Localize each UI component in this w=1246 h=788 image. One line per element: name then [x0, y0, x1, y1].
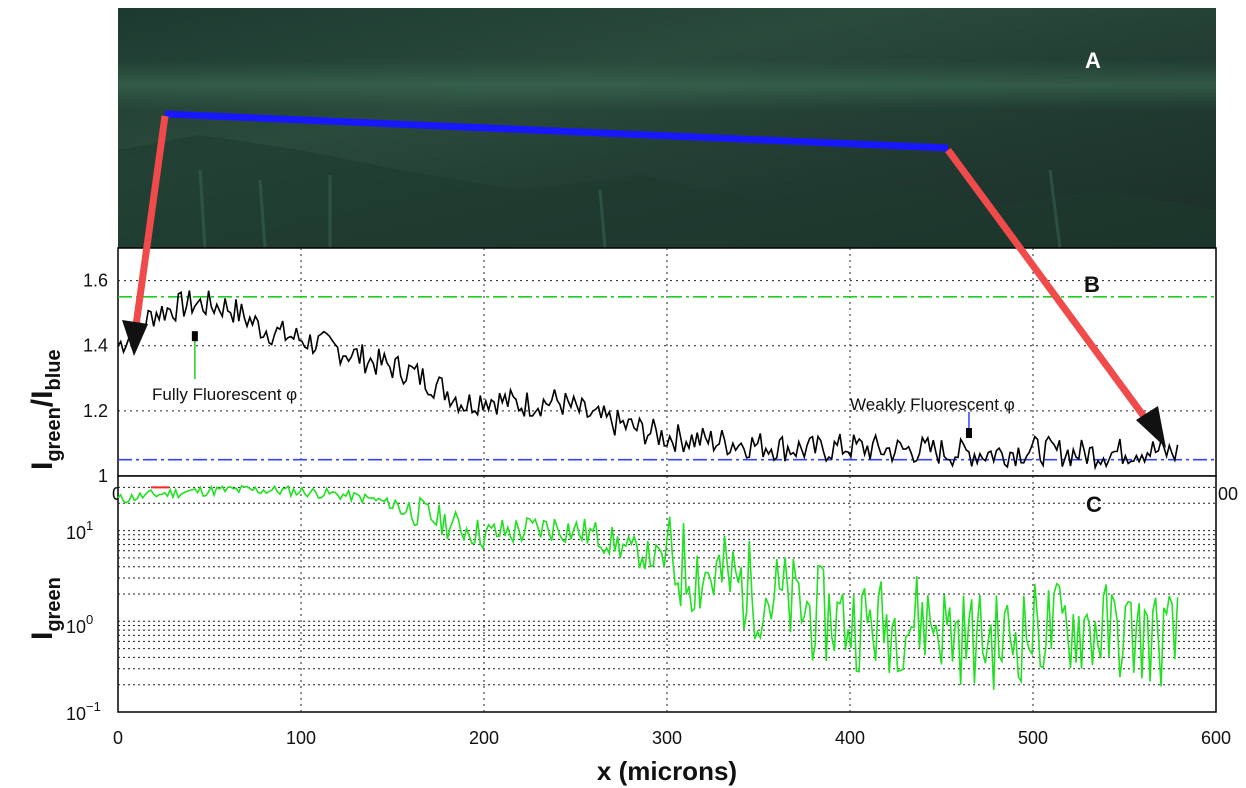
panel-b-xtick-last: 00 [1218, 484, 1238, 504]
panel-c-ylabel-main: I [26, 632, 59, 640]
panel-b-xtick-first: 0 [112, 484, 122, 504]
panel-c-y-ticks: 101 100 10−1 [66, 518, 101, 724]
panel-c-series-line [117, 484, 1179, 690]
annotation-fully-text: Fully Fluorescent φ [152, 385, 297, 404]
panel-c: 101 100 10−1 0 100 200 300 400 500 600 Igreen … [26, 475, 1231, 786]
panel-b-ytick: 1.6 [83, 271, 108, 291]
panel-b-ytick: 1.4 [83, 336, 108, 356]
right-arrow [945, 147, 1151, 425]
panel-c-xtick: 300 [652, 728, 682, 748]
panel-c-ytick-10e0: 100 [66, 612, 93, 637]
panel-b-label: B [1084, 272, 1100, 297]
panel-c-ytick-10e1: 101 [66, 518, 93, 543]
panel-b-ylabel-main: I [26, 462, 59, 470]
annotation-fully: Fully Fluorescent φ [152, 331, 297, 404]
panel-b-series-line [117, 290, 1179, 471]
micrograph-texture [198, 169, 1062, 249]
panel-c-xtick: 500 [1018, 728, 1048, 748]
panel-b-reference-lines [118, 296, 1216, 461]
panel-c-xtick: 100 [286, 728, 316, 748]
annotation-weakly-text: Weakly Fluorescent φ [850, 395, 1015, 414]
annotation-weakly: Weakly Fluorescent φ [850, 395, 1015, 438]
annotation-fully-marker [191, 331, 198, 342]
panel-a-label: A [1085, 48, 1101, 73]
left-arrow [130, 115, 169, 341]
panel-b: 1 1.2 1.4 1.6 0 00 Igreen/Iblue Fully Fluor… [26, 247, 1238, 504]
panel-b-ylabel-slash: /I [26, 391, 59, 408]
panel-c-xtick: 600 [1201, 728, 1231, 748]
micrograph-shading [118, 135, 1216, 248]
panel-b-ytick: 1.2 [83, 401, 108, 421]
panel-a: A [118, 8, 1216, 249]
panel-b-ytick: 1 [98, 466, 108, 486]
panel-c-ytick-10e-1: 10−1 [66, 699, 101, 724]
panel-b-ylabel-sub1: green [43, 407, 65, 461]
panel-c-label: C [1086, 492, 1102, 517]
panel-c-frame [117, 475, 1217, 713]
linking-arrows [122, 115, 1166, 448]
right-arrow-head [1136, 406, 1166, 448]
panel-c-ylabel-sub: green [43, 577, 65, 631]
x-axis-label: x (microns) [597, 756, 737, 786]
blue-trace [164, 110, 949, 152]
panel-c-xtick: 200 [469, 728, 499, 748]
panel-b-ylabel-sub2: blue [43, 349, 65, 390]
panel-b-grid [118, 248, 1216, 476]
panel-b-ylabel: Igreen/Iblue [26, 349, 65, 470]
annotation-weakly-marker [965, 428, 972, 438]
panel-c-x-ticks: 0 100 200 300 400 500 600 [113, 728, 1231, 748]
left-arrow-head [122, 320, 148, 356]
micrograph-band [118, 60, 1216, 110]
panel-c-ylabel: Igreen [26, 577, 65, 640]
panel-c-xtick: 400 [835, 728, 865, 748]
panel-b-y-ticks: 1 1.2 1.4 1.6 [83, 271, 108, 486]
panel-c-xtick: 0 [113, 728, 123, 748]
